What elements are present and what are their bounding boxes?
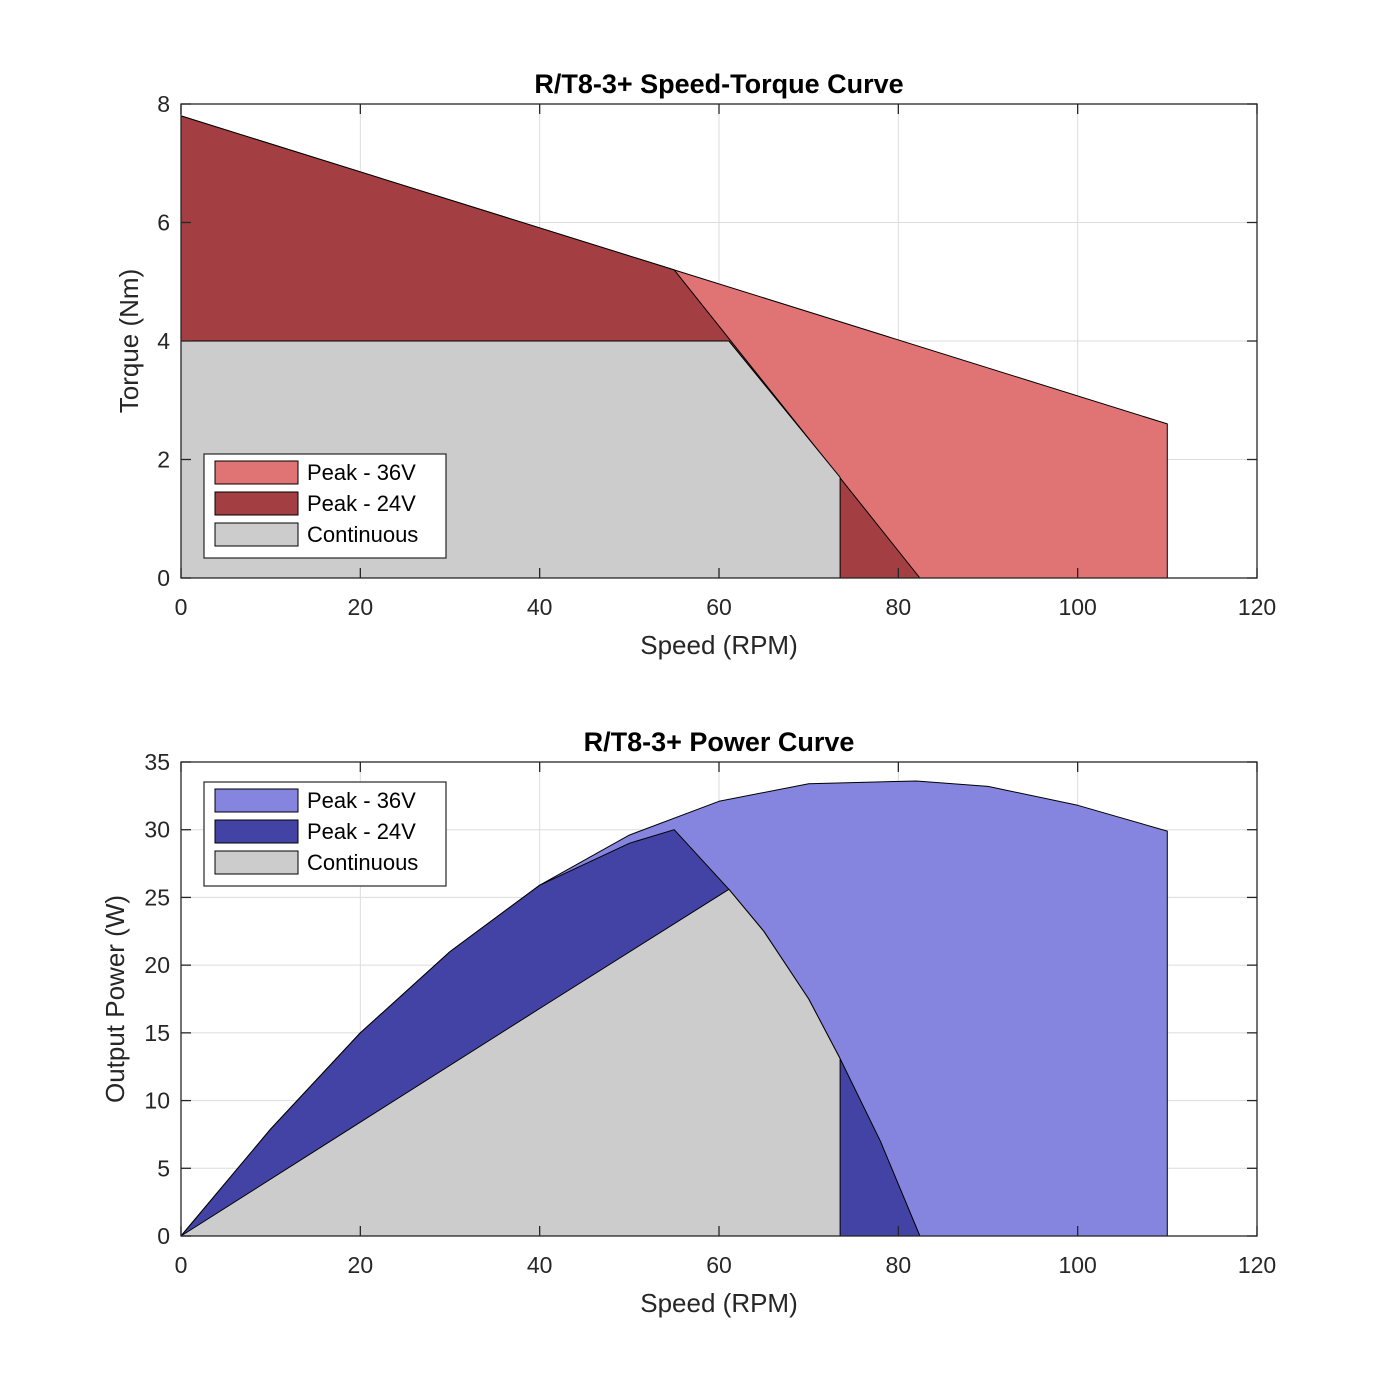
y-tick-label: 6 <box>157 210 170 236</box>
legend-swatch <box>214 522 299 547</box>
legend-swatch <box>214 460 299 485</box>
legend-label: Peak - 36V <box>307 788 416 813</box>
y-tick-label: 0 <box>157 1223 170 1249</box>
speed-torque-chart: R/T8-3+ Speed-Torque Curve 0 20 40 60 80 100 1… <box>114 69 1276 660</box>
chart-title: R/T8-3+ Speed-Torque Curve <box>534 69 903 99</box>
x-tick-label: 120 <box>1238 594 1276 620</box>
legend-swatch <box>214 491 299 516</box>
x-tick-label: 100 <box>1058 594 1096 620</box>
x-tick-label: 100 <box>1058 1252 1096 1278</box>
y-tick-label: 0 <box>157 565 170 591</box>
y-tick-label: 5 <box>157 1155 170 1181</box>
x-tick-label: 40 <box>527 1252 553 1278</box>
x-tick-label: 20 <box>348 594 374 620</box>
legend-swatch <box>214 819 299 844</box>
x-tick-label: 80 <box>886 594 912 620</box>
x-tick-label: 0 <box>175 594 188 620</box>
legend-label: Continuous <box>307 850 418 875</box>
x-axis-label: Speed (RPM) <box>640 1288 798 1318</box>
legend-label: Peak - 24V <box>307 491 416 516</box>
y-axis-label: Output Power (W) <box>100 895 130 1103</box>
y-tick-label: 35 <box>144 749 170 775</box>
y-tick-label: 15 <box>144 1020 170 1046</box>
chart-title: R/T8-3+ Power Curve <box>584 727 855 757</box>
legend-swatch <box>214 850 299 875</box>
y-tick-label: 30 <box>144 817 170 843</box>
x-tick-label: 0 <box>175 1252 188 1278</box>
power-chart: R/T8-3+ Power Curve 0 20 40 60 80 100 120 0 5 10 1… <box>100 727 1276 1318</box>
x-tick-label: 60 <box>706 594 732 620</box>
y-tick-label: 10 <box>144 1088 170 1114</box>
y-axis-label: Torque (Nm) <box>114 269 144 413</box>
legend: Peak - 36V Peak - 24V Continuous <box>203 453 447 559</box>
y-tick-label: 20 <box>144 952 170 978</box>
x-tick-label: 60 <box>706 1252 732 1278</box>
y-tick-label: 4 <box>157 328 170 354</box>
x-tick-label: 40 <box>527 594 553 620</box>
legend-label: Continuous <box>307 522 418 547</box>
area-continuous <box>180 888 841 1237</box>
x-tick-label: 20 <box>348 1252 374 1278</box>
y-tick-label: 2 <box>157 447 170 473</box>
x-axis-label: Speed (RPM) <box>640 630 798 660</box>
x-tick-label: 120 <box>1238 1252 1276 1278</box>
legend: Peak - 36V Peak - 24V Continuous <box>203 781 447 887</box>
y-tick-label: 8 <box>157 91 170 117</box>
legend-label: Peak - 36V <box>307 460 416 485</box>
legend-label: Peak - 24V <box>307 819 416 844</box>
legend-swatch <box>214 788 299 813</box>
y-tick-label: 25 <box>144 884 170 910</box>
x-tick-label: 80 <box>886 1252 912 1278</box>
